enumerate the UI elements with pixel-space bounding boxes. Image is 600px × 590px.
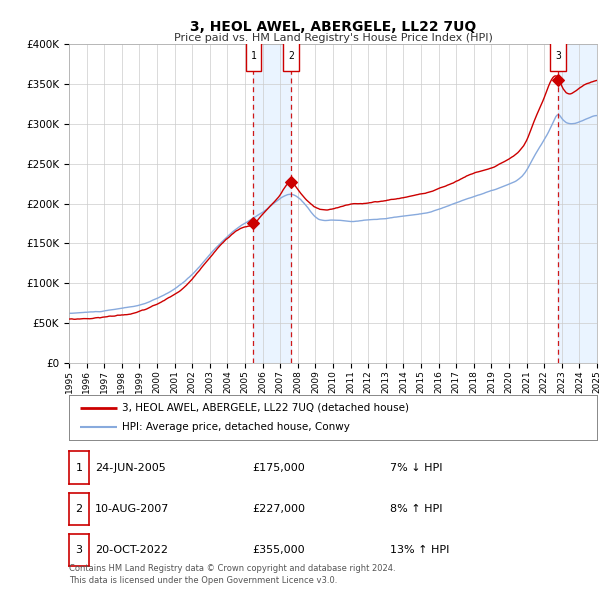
Bar — [253, 44, 291, 363]
Text: 3: 3 — [556, 51, 561, 61]
Text: 1: 1 — [251, 51, 256, 61]
FancyBboxPatch shape — [550, 42, 566, 71]
Text: 2: 2 — [288, 51, 294, 61]
Text: £355,000: £355,000 — [252, 545, 305, 555]
Text: 7% ↓ HPI: 7% ↓ HPI — [390, 463, 443, 473]
FancyBboxPatch shape — [283, 42, 299, 71]
Text: 2: 2 — [76, 504, 82, 514]
Text: 3, HEOL AWEL, ABERGELE, LL22 7UQ (detached house): 3, HEOL AWEL, ABERGELE, LL22 7UQ (detach… — [122, 403, 409, 412]
Text: Price paid vs. HM Land Registry's House Price Index (HPI): Price paid vs. HM Land Registry's House … — [173, 33, 493, 43]
Text: 3: 3 — [76, 545, 82, 555]
Point — [248, 219, 258, 228]
Text: 3, HEOL AWEL, ABERGELE, LL22 7UQ: 3, HEOL AWEL, ABERGELE, LL22 7UQ — [190, 20, 476, 34]
Bar — [558, 44, 597, 363]
Point — [286, 178, 296, 187]
Text: 10-AUG-2007: 10-AUG-2007 — [95, 504, 169, 514]
Text: £227,000: £227,000 — [252, 504, 305, 514]
Text: 13% ↑ HPI: 13% ↑ HPI — [390, 545, 449, 555]
Point — [553, 76, 563, 85]
Text: Contains HM Land Registry data © Crown copyright and database right 2024.
This d: Contains HM Land Registry data © Crown c… — [69, 565, 395, 585]
Text: 8% ↑ HPI: 8% ↑ HPI — [390, 504, 443, 514]
Text: 1: 1 — [76, 463, 82, 473]
Text: 24-JUN-2005: 24-JUN-2005 — [95, 463, 166, 473]
Text: 20-OCT-2022: 20-OCT-2022 — [95, 545, 168, 555]
FancyBboxPatch shape — [245, 42, 262, 71]
Text: HPI: Average price, detached house, Conwy: HPI: Average price, detached house, Conw… — [122, 422, 350, 432]
Text: £175,000: £175,000 — [252, 463, 305, 473]
